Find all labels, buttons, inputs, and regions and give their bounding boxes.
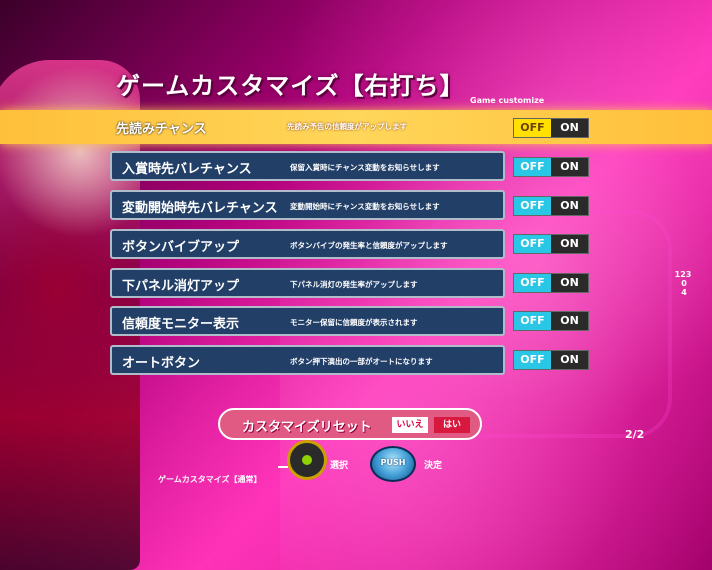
footer-mode-label: ゲームカスタマイズ【通常】	[158, 475, 262, 484]
page-title: ゲームカスタマイズ【右打ち】	[116, 72, 465, 100]
toggle-off[interactable]: OFF	[514, 274, 551, 292]
option-description: 保留入賞時にチャンス変動をお知らせします	[290, 163, 440, 172]
option-description: 変動開始時にチャンス変動をお知らせします	[290, 202, 440, 211]
option-description: 先読み予告の信頼度がアップします	[287, 122, 407, 131]
option-row[interactable]: オートボタン ボタン押下演出の一部がオートになります	[110, 345, 505, 375]
option-label: 変動開始時先バレチャンス	[122, 201, 278, 216]
toggle-on[interactable]: ON	[551, 119, 588, 137]
option-toggle[interactable]: OFF ON	[513, 350, 589, 370]
reset-label: カスタマイズリセット	[242, 420, 372, 435]
customize-reset-bar[interactable]: カスタマイズリセット いいえ はい	[218, 408, 482, 440]
option-label: オートボタン	[122, 356, 201, 371]
option-row[interactable]: 下パネル消灯アップ 下パネル消灯の発生率がアップします	[110, 268, 505, 298]
side-number-line: 0	[681, 279, 687, 288]
option-toggle[interactable]: OFF ON	[513, 273, 589, 293]
reset-yes-button[interactable]: はい	[434, 417, 470, 433]
side-number-indicator: 123 0 4	[668, 270, 698, 297]
option-description: ボタンバイブの発生率と信頼度がアップします	[290, 241, 448, 250]
option-toggle[interactable]: OFF ON	[513, 118, 589, 138]
page-indicator: 2/2	[625, 428, 645, 441]
select-dial-icon[interactable]	[287, 440, 327, 480]
option-label: ボタンバイブアップ	[122, 240, 240, 255]
option-description: モニター保留に信頼度が表示されます	[290, 318, 418, 327]
option-label: 下パネル消灯アップ	[122, 279, 240, 294]
toggle-off[interactable]: OFF	[514, 235, 551, 253]
toggle-off[interactable]: OFF	[514, 197, 551, 215]
toggle-off[interactable]: OFF	[514, 351, 551, 369]
option-label: 入賞時先バレチャンス	[122, 162, 252, 177]
push-label: PUSH	[380, 458, 406, 467]
toggle-off[interactable]: OFF	[514, 158, 551, 176]
reset-no-button[interactable]: いいえ	[392, 417, 428, 433]
option-description: ボタン押下演出の一部がオートになります	[290, 357, 433, 366]
footer-decide-label: 決定	[424, 461, 443, 471]
option-toggle[interactable]: OFF ON	[513, 311, 589, 331]
side-number-line: 123	[674, 270, 692, 279]
dial-pointer-icon	[278, 466, 288, 468]
header: ゲームカスタマイズ【右打ち】 Game customize	[100, 66, 550, 108]
toggle-on[interactable]: ON	[551, 197, 588, 215]
option-toggle[interactable]: OFF ON	[513, 157, 589, 177]
option-toggle[interactable]: OFF ON	[513, 196, 589, 216]
side-number-line: 4	[681, 288, 687, 297]
page-subtitle: Game customize	[470, 96, 545, 105]
toggle-off[interactable]: OFF	[514, 119, 551, 137]
toggle-off[interactable]: OFF	[514, 312, 551, 330]
push-button-icon[interactable]: PUSH	[370, 446, 416, 482]
toggle-on[interactable]: ON	[551, 158, 588, 176]
option-label: 先読みチャンス	[116, 122, 207, 137]
footer-select-label: 選択	[330, 461, 349, 471]
toggle-on[interactable]: ON	[551, 351, 588, 369]
toggle-on[interactable]: ON	[551, 312, 588, 330]
option-row[interactable]: ボタンバイブアップ ボタンバイブの発生率と信頼度がアップします	[110, 229, 505, 259]
option-label: 信頼度モニター表示	[122, 317, 240, 332]
option-row-selected[interactable]: 先読みチャンス 先読み予告の信頼度がアップします OFF ON	[0, 110, 712, 144]
option-toggle[interactable]: OFF ON	[513, 234, 589, 254]
option-description: 下パネル消灯の発生率がアップします	[290, 280, 418, 289]
option-row[interactable]: 入賞時先バレチャンス 保留入賞時にチャンス変動をお知らせします	[110, 151, 505, 181]
toggle-on[interactable]: ON	[551, 235, 588, 253]
toggle-on[interactable]: ON	[551, 274, 588, 292]
option-row[interactable]: 信頼度モニター表示 モニター保留に信頼度が表示されます	[110, 306, 505, 336]
option-row[interactable]: 変動開始時先バレチャンス 変動開始時にチャンス変動をお知らせします	[110, 190, 505, 220]
